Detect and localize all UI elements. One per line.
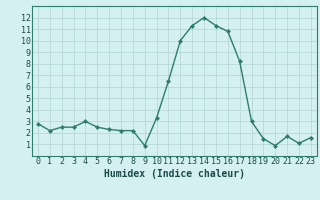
X-axis label: Humidex (Indice chaleur): Humidex (Indice chaleur) (104, 169, 245, 179)
